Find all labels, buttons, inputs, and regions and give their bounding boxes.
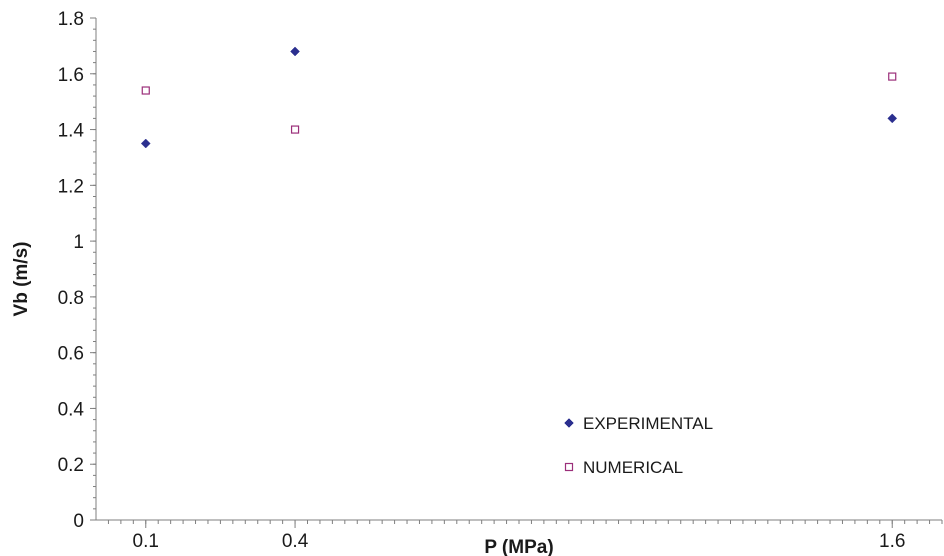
- experimental-point: [290, 46, 300, 57]
- y-tick-label: 0: [73, 511, 84, 532]
- data-points: [140, 46, 898, 149]
- legend-label-experimental: EXPERIMENTAL: [583, 414, 713, 433]
- y-tick-label: 0.4: [58, 399, 85, 420]
- numerical-point: [888, 72, 897, 81]
- y-tick-label: 1.2: [58, 176, 84, 197]
- y-axis-title: Vb (m/s): [11, 242, 32, 317]
- legend: EXPERIMENTAL NUMERICAL: [564, 414, 713, 477]
- experimental-point: [140, 138, 151, 149]
- experimental-point: [887, 113, 898, 124]
- x-tick-label: 0.4: [282, 531, 309, 552]
- y-tick-label: 0.8: [58, 288, 84, 309]
- x-tick-label: 0.1: [133, 531, 159, 552]
- y-tick-label: 1.4: [58, 121, 85, 142]
- legend-marker-numerical: [564, 462, 574, 472]
- y-tick-label: 0.6: [58, 344, 84, 365]
- numerical-point: [290, 125, 300, 134]
- y-axis: 0 0.2 0.4 0.6 0.8 1 1.2 1.4 1.6 1.8: [58, 9, 97, 532]
- legend-marker-experimental: [564, 418, 574, 428]
- y-tick-label: 0.2: [58, 455, 84, 476]
- x-tick-label: 1.6: [879, 531, 905, 552]
- y-tick-label: 1: [73, 232, 84, 253]
- legend-label-numerical: NUMERICAL: [583, 458, 683, 477]
- y-tick-label: 1.6: [58, 65, 84, 86]
- numerical-point: [141, 86, 150, 95]
- y-tick-label: 1.8: [58, 9, 84, 30]
- x-axis: 0.1 0.4 1.6: [96, 519, 943, 552]
- x-axis-title: P (MPa): [484, 537, 553, 556]
